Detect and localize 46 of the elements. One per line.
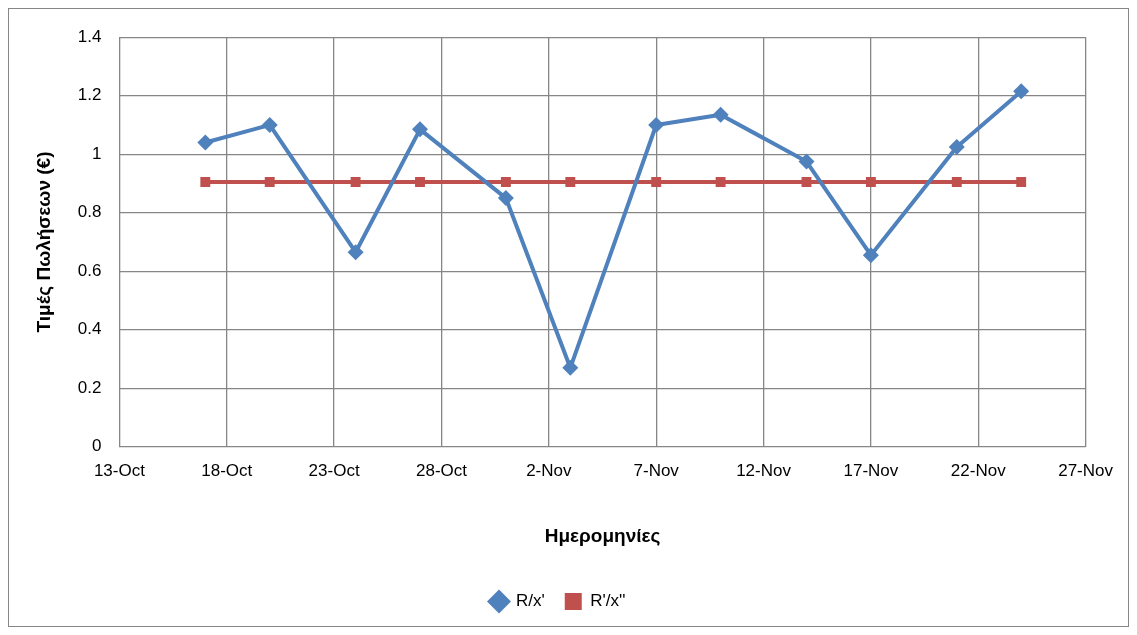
point (412, 121, 429, 138)
point (197, 134, 214, 151)
point (415, 177, 425, 187)
legend-label: R'/x'' (590, 591, 626, 611)
point (264, 177, 275, 187)
point (862, 247, 879, 264)
point (350, 177, 361, 187)
point (1016, 177, 1027, 187)
point (865, 177, 876, 187)
point (712, 106, 729, 123)
y-tick-label: 1.4 (77, 26, 102, 46)
y-axis-title: Τιμές Πωλήσεων (€) (32, 151, 54, 333)
point (500, 177, 511, 187)
x-tick-label: 12-Nov (736, 460, 792, 480)
point (347, 244, 364, 261)
x-tick-label: 18-Oct (201, 460, 253, 480)
y-tick-label: 0.4 (77, 319, 102, 339)
point (200, 177, 211, 187)
x-tick-label: 7-Nov (633, 460, 680, 480)
y-tick-label: 0.2 (77, 377, 102, 397)
y-tick-label: 0.6 (77, 260, 102, 280)
point (715, 177, 726, 187)
point (651, 177, 662, 187)
point (565, 177, 576, 187)
y-tick-label: 0 (91, 436, 102, 456)
point (648, 116, 665, 133)
x-tick-label: 28-Oct (415, 460, 468, 480)
x-tick-label: 22-Nov (950, 460, 1007, 480)
point (948, 138, 965, 155)
x-tick-label: 2-Nov (526, 460, 573, 480)
x-tick-label: 13-Oct (93, 460, 146, 480)
y-tick-label: 0.8 (77, 202, 102, 222)
point (562, 359, 579, 376)
y-tick-label: 1.2 (77, 85, 102, 105)
legend-label: R/x' (516, 591, 545, 611)
x-tick-label: 17-Nov (843, 460, 899, 480)
point (1013, 83, 1030, 100)
point (497, 190, 514, 207)
y-tick-label: 1 (91, 143, 102, 163)
point (951, 177, 962, 187)
point (798, 153, 815, 170)
x-tick-label: 23-Oct (308, 460, 360, 480)
point (801, 177, 812, 187)
x-axis-title: Ημερομηνίες (544, 524, 661, 546)
x-tick-label: 27-Nov (1058, 460, 1114, 480)
point (261, 116, 278, 133)
